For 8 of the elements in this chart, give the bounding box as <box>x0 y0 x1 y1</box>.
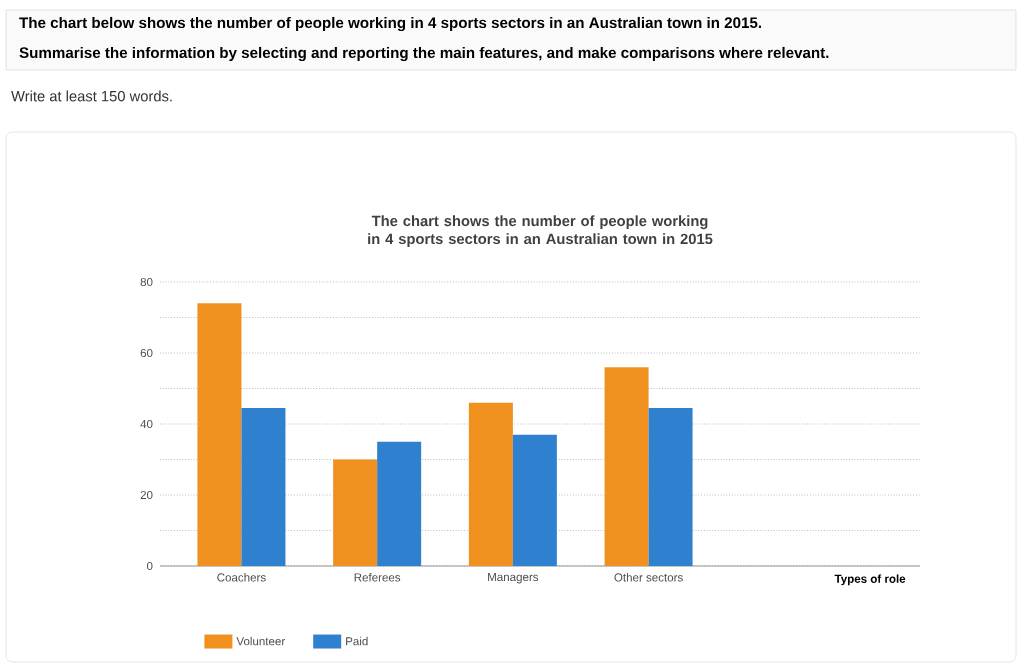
bar <box>468 402 513 566</box>
bar <box>648 408 693 566</box>
bar <box>197 303 242 566</box>
bar <box>604 367 649 566</box>
bar <box>512 434 557 566</box>
bar <box>377 441 422 566</box>
bar <box>241 408 286 566</box>
bar <box>333 459 378 566</box>
